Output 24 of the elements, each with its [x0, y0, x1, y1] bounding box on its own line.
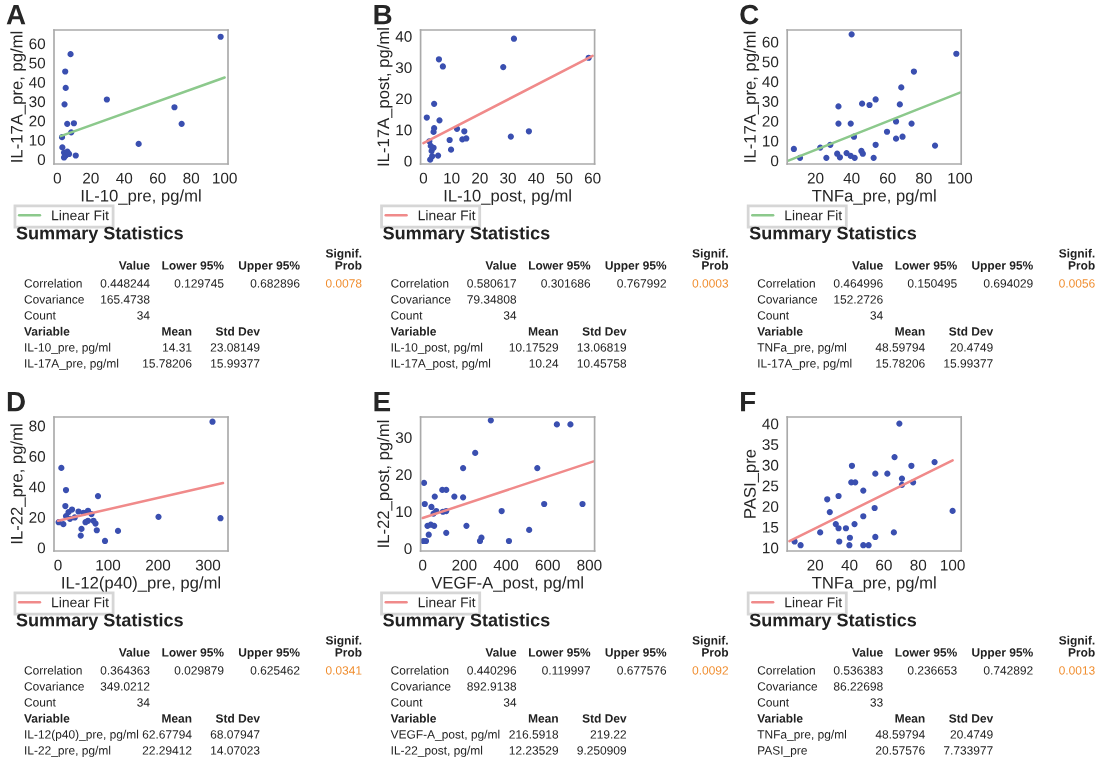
- y-axis-title: IL-17A_pre, pg/ml: [10, 31, 26, 162]
- text: Summary Statistics: [16, 226, 183, 243]
- text: Summary Statistics: [16, 613, 183, 630]
- y-axis-title: IL-17A_post, pg/ml: [376, 28, 393, 166]
- chart-title: B: [374, 5, 392, 25]
- chart-title: A: [6, 5, 26, 25]
- text: Summary Statistics: [383, 613, 550, 630]
- chart-title: E: [374, 392, 391, 412]
- x-axis-title: IL-10_pre, pg/ml: [81, 189, 201, 205]
- x-axis-title: TNFa_pre, pg/ml: [812, 189, 936, 205]
- text: Summary Statistics: [749, 226, 917, 243]
- y-axis-title: IL-22_post, pg/ml: [376, 420, 393, 547]
- x-axis-title: VEGF-A_post, pg/ml: [431, 576, 583, 592]
- y-axis-title: IL-22_pre, pg/ml: [10, 424, 26, 544]
- text: Summary Statistics: [749, 613, 917, 630]
- text: Summary Statistics: [383, 226, 550, 243]
- chart-title: F: [741, 392, 756, 412]
- chart-title: C: [740, 4, 759, 25]
- y-axis-title: IL-17A_pre, pg/ml: [743, 31, 760, 162]
- x-axis-title: IL-12(p40)_pre, pg/ml: [62, 576, 221, 592]
- x-axis-title: IL-10_post, pg/ml: [444, 189, 571, 205]
- y-axis-title: PASI_pre: [744, 449, 760, 518]
- chart-title: D: [7, 392, 25, 412]
- x-axis-title: TNFa_pre, pg/ml: [812, 576, 936, 592]
